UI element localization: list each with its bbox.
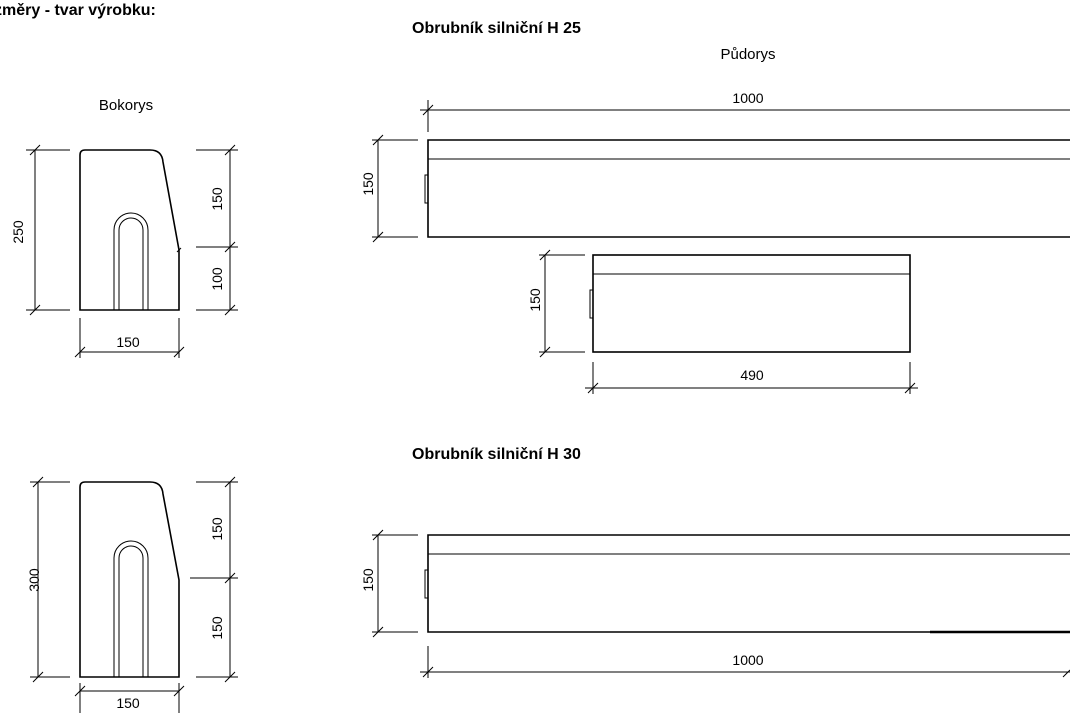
h25-plan-short-dim-length — [585, 362, 918, 394]
h30-title: Obrubník silniční H 30 — [412, 446, 581, 463]
plan-label: Půdorys — [720, 46, 775, 63]
h25-side-view — [79, 149, 182, 311]
h30-plan-dim-length — [420, 646, 1070, 678]
h30-side-dim-width — [74, 683, 185, 713]
h30-plan-length-label: 1000 — [732, 652, 763, 668]
h25-plan-length-label: 1000 — [732, 90, 763, 106]
h25-plan-dim-width — [372, 134, 418, 243]
h30-plan-width-label: 150 — [360, 568, 376, 592]
h30-plan-dim-width — [372, 529, 418, 638]
h30-side-dim-right — [190, 476, 238, 683]
h25-side-dim-width — [74, 318, 185, 358]
h25-side-dim-right — [196, 144, 238, 316]
section-title: změry - tvar výrobku: — [0, 2, 156, 19]
h25-side-upper-label: 150 — [209, 187, 225, 211]
h25-side-lower-label: 100 — [209, 267, 225, 291]
h30-side-lower-label: 150 — [209, 616, 225, 640]
h30-plan-block — [424, 534, 1070, 634]
h30-side-upper-label: 150 — [209, 517, 225, 541]
h25-side-height-label: 250 — [10, 220, 26, 244]
h30-side-dim-height — [30, 476, 70, 683]
h25-plan-short-length-label: 490 — [740, 367, 764, 383]
h30-side-height-label: 300 — [26, 568, 42, 592]
h25-plan-short-block — [589, 254, 911, 353]
h25-plan-dim-length — [420, 100, 1070, 132]
h25-plan-short-dim-width — [539, 249, 585, 358]
h25-title: Obrubník silniční H 25 — [412, 20, 581, 37]
side-view-label: Bokorys — [99, 97, 153, 114]
h25-plan-short-width-label: 150 — [527, 288, 543, 312]
h30-side-width-label: 150 — [116, 695, 140, 711]
h25-side-dim-height — [26, 144, 70, 316]
h25-plan-width-label: 150 — [360, 172, 376, 196]
h25-plan-long-block — [424, 139, 1070, 238]
h25-side-width-label: 150 — [116, 334, 140, 350]
h30-side-view — [79, 481, 180, 678]
